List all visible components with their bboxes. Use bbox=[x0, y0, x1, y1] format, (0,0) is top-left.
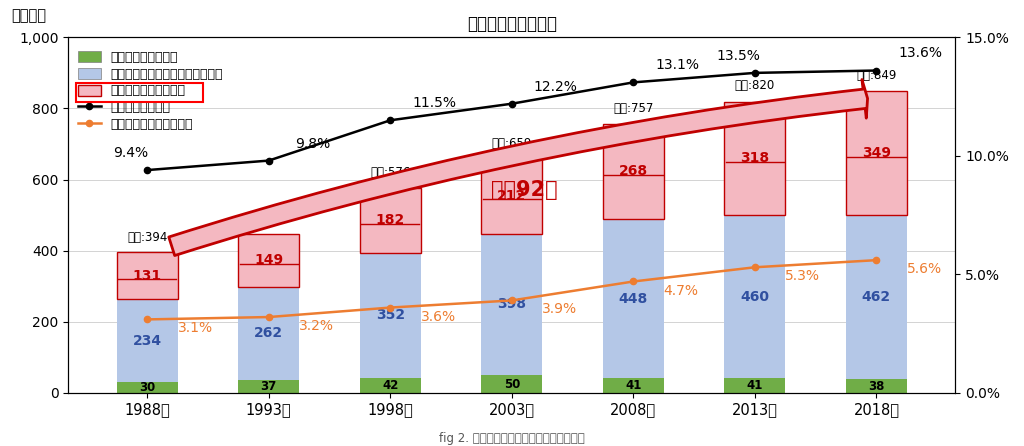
Bar bbox=[846, 91, 907, 215]
その他空き家率（右軸） bbox=[749, 264, 761, 270]
Text: 3.9%: 3.9% bbox=[542, 302, 578, 317]
Bar bbox=[117, 299, 177, 382]
Text: 268: 268 bbox=[618, 165, 648, 178]
Bar bbox=[117, 252, 177, 299]
Bar bbox=[359, 378, 421, 393]
Text: 41: 41 bbox=[746, 379, 763, 392]
Text: 234: 234 bbox=[133, 334, 162, 347]
Text: 9.8%: 9.8% bbox=[296, 136, 331, 151]
Bar bbox=[359, 253, 421, 378]
その他空き家率（右軸） bbox=[506, 298, 518, 303]
Text: 合計:394: 合計:394 bbox=[127, 231, 167, 244]
Text: 462: 462 bbox=[862, 290, 891, 304]
Text: 38: 38 bbox=[868, 380, 885, 392]
Text: 42: 42 bbox=[382, 379, 398, 392]
Text: 349: 349 bbox=[862, 146, 891, 160]
Text: 448: 448 bbox=[618, 292, 648, 306]
Bar bbox=[239, 287, 299, 380]
Text: 11.5%: 11.5% bbox=[412, 96, 456, 110]
Bar bbox=[846, 380, 907, 393]
Text: 13.1%: 13.1% bbox=[655, 58, 699, 72]
Text: 合計:820: 合計:820 bbox=[735, 79, 775, 92]
その他空き家率（右軸） bbox=[141, 317, 154, 322]
Bar bbox=[725, 378, 785, 393]
Y-axis label: （万戸）: （万戸） bbox=[11, 8, 46, 23]
Text: 262: 262 bbox=[254, 326, 284, 340]
Text: 合計:757: 合計:757 bbox=[613, 102, 653, 115]
Bar bbox=[239, 234, 299, 287]
Text: 9.4%: 9.4% bbox=[114, 146, 148, 160]
Text: 41: 41 bbox=[626, 379, 641, 392]
Text: 212: 212 bbox=[498, 189, 526, 203]
Text: 5.6%: 5.6% bbox=[907, 262, 942, 276]
Bar bbox=[117, 382, 177, 393]
Text: 3.2%: 3.2% bbox=[299, 319, 334, 333]
Text: 182: 182 bbox=[376, 214, 404, 227]
Bar bbox=[481, 158, 542, 234]
空き家率（右軸） bbox=[749, 70, 761, 75]
Text: 12.2%: 12.2% bbox=[534, 80, 578, 94]
Text: 131: 131 bbox=[133, 269, 162, 283]
Text: 合計:448: 合計:448 bbox=[249, 212, 289, 225]
空き家率（右軸） bbox=[262, 158, 274, 163]
Text: 合計:576: 合計:576 bbox=[370, 166, 411, 179]
Title: 【空き家数の推移】: 【空き家数の推移】 bbox=[467, 15, 557, 33]
Text: 460: 460 bbox=[740, 289, 769, 304]
空き家率（右軸） bbox=[870, 68, 883, 73]
その他空き家率（右軸） bbox=[870, 257, 883, 263]
Text: 5.3%: 5.3% bbox=[785, 269, 820, 283]
Bar bbox=[359, 188, 421, 253]
空き家率（右軸） bbox=[506, 101, 518, 107]
Bar bbox=[239, 380, 299, 393]
Bar bbox=[846, 215, 907, 380]
Text: 3.1%: 3.1% bbox=[177, 322, 213, 335]
Line: その他空き家率（右軸）: その他空き家率（右軸） bbox=[144, 257, 880, 322]
その他空き家率（右軸） bbox=[384, 305, 396, 310]
Text: 合計:849: 合計:849 bbox=[856, 69, 897, 82]
Bar bbox=[725, 102, 785, 215]
空き家率（右軸） bbox=[141, 167, 154, 173]
Bar bbox=[481, 375, 542, 393]
その他空き家率（右軸） bbox=[262, 314, 274, 320]
Text: 50: 50 bbox=[504, 377, 520, 391]
Bar bbox=[603, 219, 664, 378]
Text: 318: 318 bbox=[740, 151, 769, 165]
Text: 149: 149 bbox=[254, 253, 284, 267]
Text: 37: 37 bbox=[261, 380, 276, 393]
Bar bbox=[603, 378, 664, 393]
Text: 4.7%: 4.7% bbox=[664, 284, 698, 297]
Bar bbox=[481, 234, 542, 375]
Line: 空き家率（右軸）: 空き家率（右軸） bbox=[144, 67, 880, 173]
Legend: 二次的住宅（左軸）, 賃貸用又は売却用の住宅（左軸）, その他空き家（左軸）, 空き家率（右軸）, その他空き家率（右軸）: 二次的住宅（左軸）, 賃貸用又は売却用の住宅（左軸）, その他空き家（左軸）, … bbox=[75, 47, 227, 135]
Text: 13.6%: 13.6% bbox=[898, 46, 942, 61]
Text: 3.6%: 3.6% bbox=[421, 310, 456, 324]
空き家率（右軸） bbox=[384, 118, 396, 123]
その他空き家率（右軸） bbox=[627, 279, 639, 284]
Text: 合計:659: 合計:659 bbox=[492, 136, 532, 150]
Text: 13.5%: 13.5% bbox=[716, 49, 760, 63]
Text: 30: 30 bbox=[139, 381, 156, 394]
Bar bbox=[603, 124, 664, 219]
Bar bbox=[725, 215, 785, 378]
Text: 398: 398 bbox=[498, 297, 526, 311]
Text: fig 2. 住宅・土地統計調査（総務省）より: fig 2. 住宅・土地統計調査（総務省）より bbox=[439, 432, 585, 445]
空き家率（右軸） bbox=[627, 80, 639, 85]
Text: 352: 352 bbox=[376, 308, 404, 322]
Text: １．92倍: １．92倍 bbox=[490, 180, 557, 200]
